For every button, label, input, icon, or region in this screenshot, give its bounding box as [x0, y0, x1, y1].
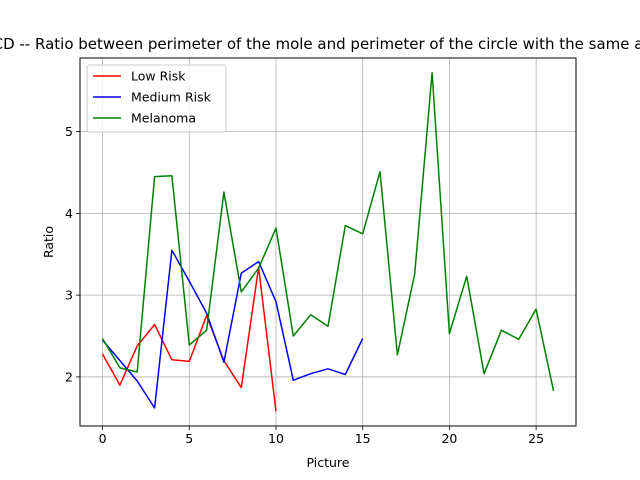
legend-label-low-risk: Low Risk — [131, 69, 186, 84]
x-axis-ticks: 0 5 10 15 20 25 — [99, 426, 544, 446]
series-line-low-risk — [101, 266, 277, 412]
x-tick-label: 5 — [185, 431, 193, 446]
x-tick-label: 10 — [268, 431, 284, 446]
legend: Low Risk Medium Risk Melanoma — [86, 64, 227, 133]
y-axis-label: Ratio — [41, 226, 56, 258]
y-tick-label: 5 — [65, 124, 73, 139]
legend-box — [86, 64, 227, 133]
legend-label-melanoma: Melanoma — [131, 111, 196, 126]
series-line-melanoma — [101, 71, 555, 391]
y-tick-label: 3 — [65, 288, 73, 303]
y-axis-ticks: 2 3 4 5 — [65, 124, 80, 384]
x-tick-label: 0 — [99, 431, 107, 446]
x-axis-label: Picture — [307, 455, 350, 470]
chart-title: ABCD -- Ratio between perimeter of the m… — [0, 35, 640, 53]
plot-frame — [79, 57, 577, 427]
x-tick-label: 15 — [355, 431, 371, 446]
y-tick-label: 2 — [65, 369, 73, 384]
series-layer — [101, 71, 555, 412]
x-tick-label: 25 — [528, 431, 544, 446]
y-tick-label: 4 — [65, 206, 73, 221]
legend-label-medium-risk: Medium Risk — [131, 90, 212, 105]
x-tick-label: 20 — [441, 431, 457, 446]
series-line-medium-risk — [101, 249, 364, 409]
